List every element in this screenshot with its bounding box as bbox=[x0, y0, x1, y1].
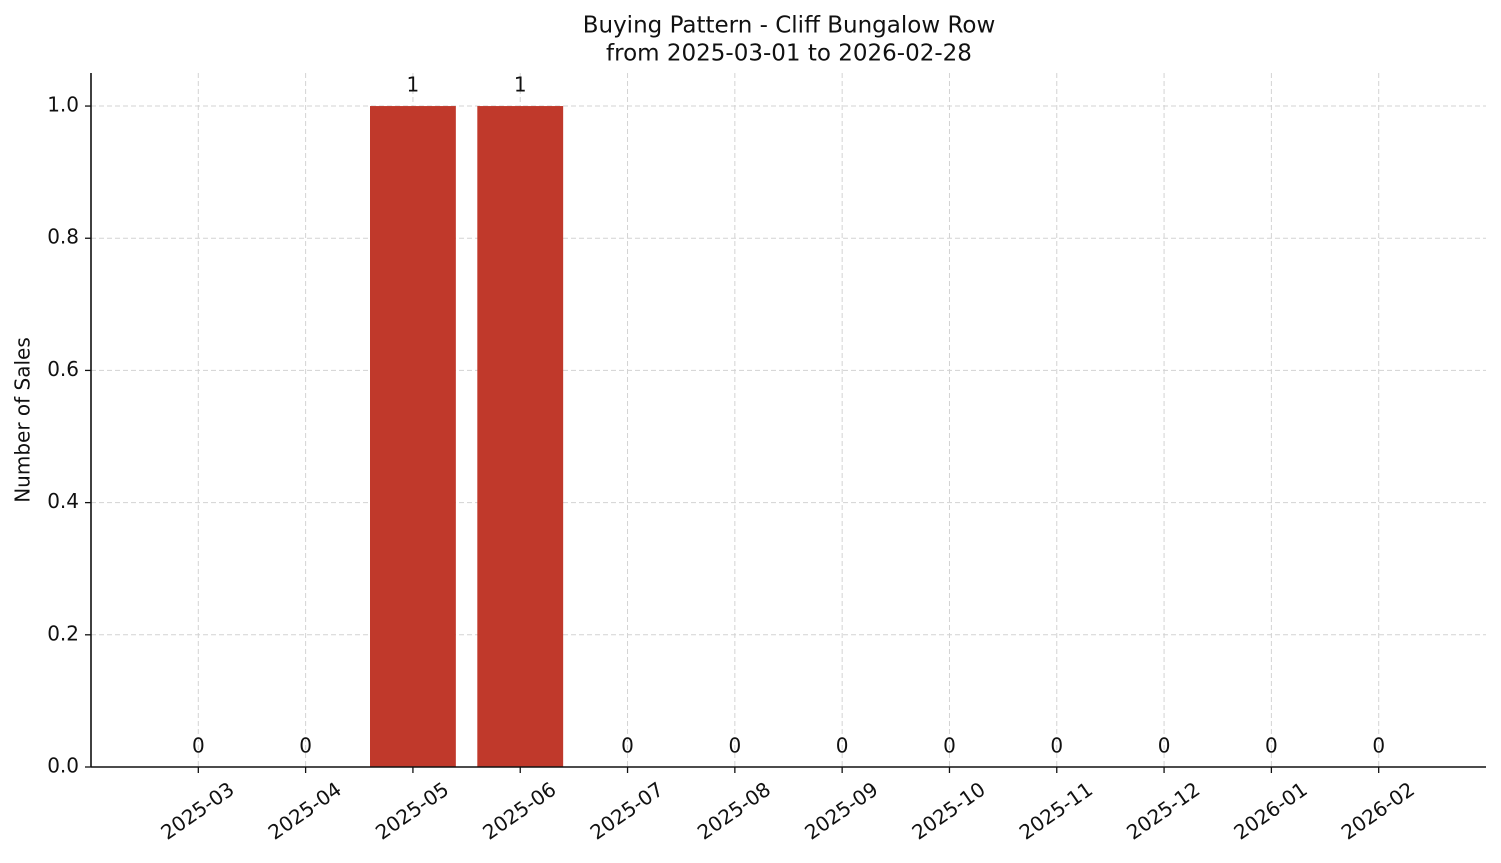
x-tick-label: 2026-01 bbox=[1229, 777, 1311, 845]
x-tick-label: 2025-06 bbox=[478, 777, 560, 845]
x-tick-label: 2025-03 bbox=[156, 777, 238, 845]
bar bbox=[370, 106, 456, 768]
chart-title: Buying Pattern - Cliff Bungalow Row bbox=[583, 13, 996, 39]
y-tick-label: 0.2 bbox=[47, 621, 79, 645]
y-tick-label: 0.4 bbox=[47, 489, 79, 513]
value-label: 0 bbox=[836, 734, 849, 758]
value-label: 0 bbox=[728, 734, 741, 758]
bar bbox=[477, 106, 564, 768]
x-tick-label: 2025-10 bbox=[907, 777, 989, 845]
value-label: 1 bbox=[514, 73, 527, 97]
y-tick-label: 0.0 bbox=[47, 754, 79, 778]
y-tick-label: 1.0 bbox=[47, 93, 79, 117]
chart-subtitle: from 2025-03-01 to 2026-02-28 bbox=[606, 41, 972, 67]
y-tick-label: 0.8 bbox=[47, 225, 79, 249]
x-tick-label: 2025-11 bbox=[1015, 777, 1097, 845]
value-label: 0 bbox=[943, 734, 956, 758]
x-tick-label: 2025-07 bbox=[586, 777, 668, 845]
x-tick-label: 2025-08 bbox=[693, 777, 775, 845]
y-axis-label: Number of Sales bbox=[11, 337, 35, 503]
value-label: 1 bbox=[407, 73, 420, 97]
x-tick-label: 2025-09 bbox=[800, 777, 882, 845]
value-label: 0 bbox=[1265, 734, 1278, 758]
x-tick-label: 2025-12 bbox=[1122, 777, 1204, 845]
y-tick-label: 0.6 bbox=[47, 357, 79, 381]
value-label: 0 bbox=[299, 734, 312, 758]
value-label: 0 bbox=[1050, 734, 1063, 758]
value-label: 0 bbox=[1158, 734, 1171, 758]
value-label: 0 bbox=[621, 734, 634, 758]
x-tick-label: 2026-02 bbox=[1337, 777, 1419, 845]
value-label: 0 bbox=[192, 734, 205, 758]
value-label: 0 bbox=[1372, 734, 1385, 758]
x-tick-label: 2025-05 bbox=[371, 777, 453, 845]
x-tick-label: 2025-04 bbox=[264, 777, 346, 845]
